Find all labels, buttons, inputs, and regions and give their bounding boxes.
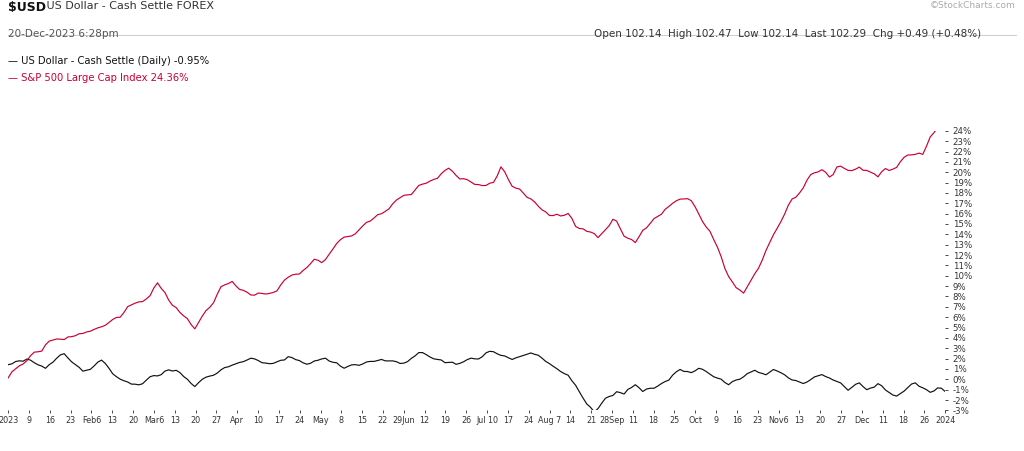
Text: — S&P 500 Large Cap Index 24.36%: — S&P 500 Large Cap Index 24.36%	[8, 73, 188, 83]
Text: $USD: $USD	[8, 1, 46, 14]
Text: 20-Dec-2023 6:28pm: 20-Dec-2023 6:28pm	[8, 29, 119, 39]
Text: — US Dollar - Cash Settle (Daily) -0.95%: — US Dollar - Cash Settle (Daily) -0.95%	[8, 56, 209, 66]
Text: Open 102.14  High 102.47  Low 102.14  Last 102.29  Chg +0.49 (+0.48%): Open 102.14 High 102.47 Low 102.14 Last …	[594, 29, 981, 39]
Text: US Dollar - Cash Settle FOREX: US Dollar - Cash Settle FOREX	[43, 1, 214, 11]
Text: ©StockCharts.com: ©StockCharts.com	[930, 1, 1016, 10]
